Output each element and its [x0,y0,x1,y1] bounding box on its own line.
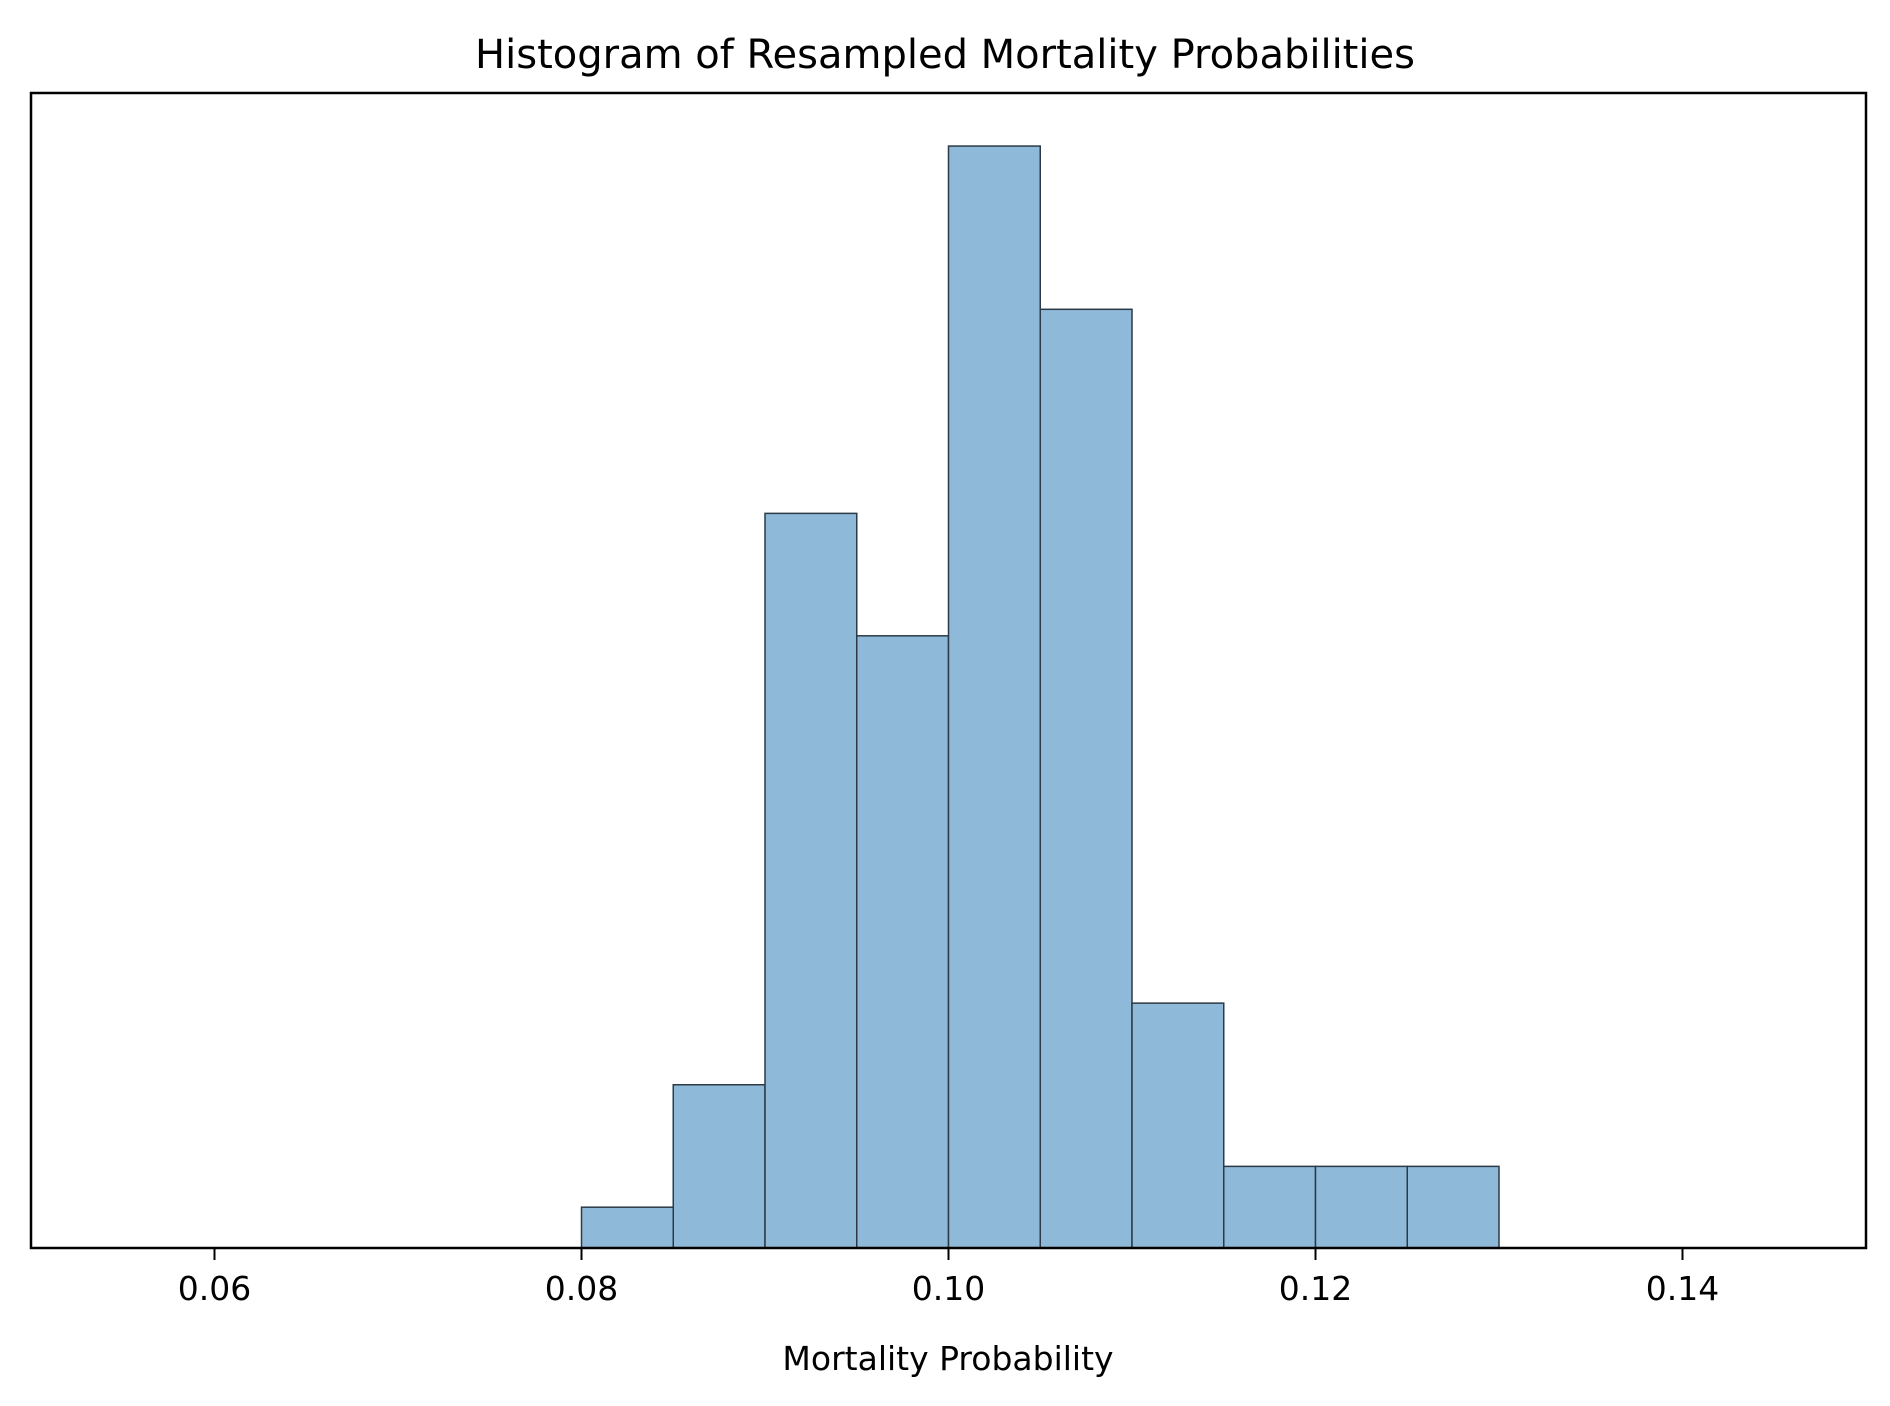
histogram-bars [580,145,1500,1249]
histogram-bar-2 [764,512,858,1249]
histogram-bar-3 [856,635,950,1249]
histogram-bar-0 [580,1206,674,1249]
histogram-bar-7 [1223,1165,1317,1249]
histogram-bar-8 [1314,1165,1408,1249]
x-axis-label: Mortality Probability [782,1339,1113,1378]
histogram-bar-5 [1039,308,1133,1249]
x-tick-label-1: 0.08 [545,1269,618,1308]
x-tick-label-2: 0.10 [912,1269,985,1308]
x-tick-label-4: 0.14 [1646,1269,1719,1308]
histogram-bar-4 [947,145,1041,1249]
histogram-bar-1 [672,1083,766,1249]
histogram-bar-9 [1406,1165,1500,1249]
chart-title: Histogram of Resampled Mortality Probabi… [475,32,1415,78]
x-tick-label-0: 0.06 [178,1269,251,1308]
x-tick-label-3: 0.12 [1279,1269,1352,1308]
x-axis-ticks: 0.06 0.08 0.10 0.12 0.14 [178,1248,1719,1308]
histogram-bar-6 [1131,1002,1225,1249]
